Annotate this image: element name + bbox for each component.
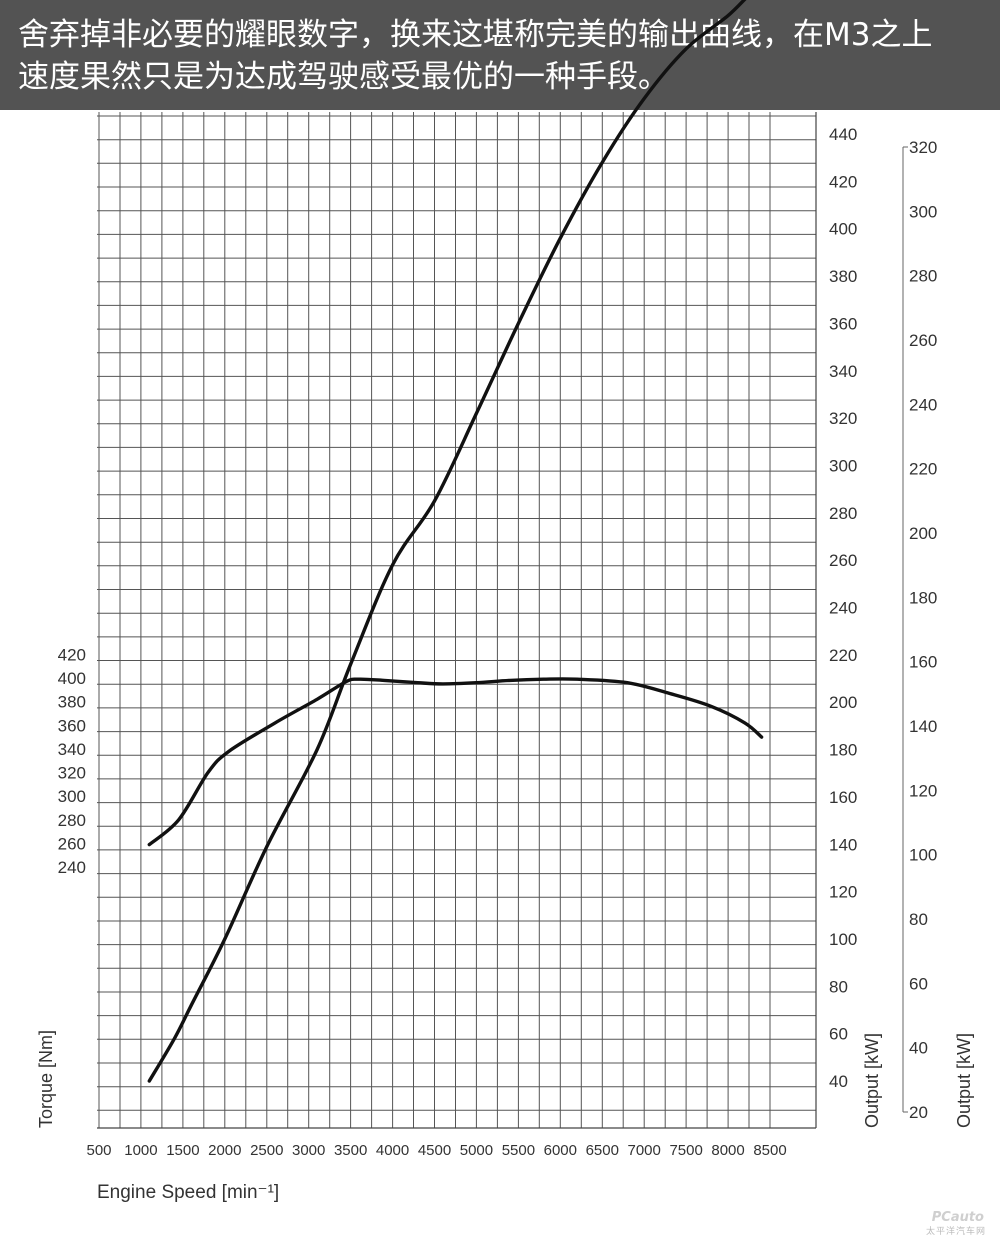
torque-tick-label: 300 — [58, 787, 86, 806]
power-a-tick-label: 380 — [829, 267, 857, 286]
power-a-tick-label: 120 — [829, 883, 857, 902]
torque-tick-label: 380 — [58, 693, 86, 712]
x-tick-label: 8500 — [753, 1142, 786, 1159]
x-tick-label: 8000 — [711, 1142, 744, 1159]
power-a-tick-label: 140 — [829, 835, 857, 854]
power-a-tick-label: 160 — [829, 788, 857, 807]
torque-curve — [147, 677, 764, 847]
x-tick-label: 2500 — [250, 1142, 283, 1159]
torque-tick-label: 420 — [58, 645, 86, 664]
power-a-tick-label: 320 — [829, 409, 857, 428]
power-b-tick-label: 300 — [909, 202, 937, 221]
axis-labels: 500 1000 1500 2000 2500 3000 3500 4000 4500 5000 5… — [36, 125, 974, 1203]
power-b-tick-label: 140 — [909, 717, 937, 736]
x-tick-label: 4500 — [418, 1142, 451, 1159]
x-tick-label: 3000 — [292, 1142, 325, 1159]
x-tick-label: 3500 — [334, 1142, 367, 1159]
power-b-tick-label: 100 — [909, 846, 937, 865]
power-a-tick-label: 100 — [829, 930, 857, 949]
power-b-tick-label: 220 — [909, 460, 937, 479]
torque-tick-label: 260 — [58, 834, 86, 853]
power-b-tick-label: 120 — [909, 781, 937, 800]
torque-tick-label: 240 — [58, 858, 86, 877]
watermark: PCauto 太平洋汽车网 — [876, 1207, 986, 1237]
power-a-tick-label: 180 — [829, 741, 857, 760]
power-b-tick-label: 320 — [909, 138, 937, 157]
caption-line-1: 舍弃掉非必要的耀眼数字，换来这堪称完美的输出曲线，在M3之上 — [18, 17, 933, 53]
caption-line-2: 速度果然只是为达成驾驶感受最优的一种手段。 — [18, 59, 669, 95]
power-a-tick-label: 40 — [829, 1072, 848, 1091]
x-tick-label: 5500 — [502, 1142, 535, 1159]
torque-tick-label: 400 — [58, 669, 86, 688]
power-b-tick-label: 20 — [909, 1103, 928, 1122]
axes — [97, 112, 908, 1129]
pcauto-logo: PCauto — [932, 1210, 984, 1225]
torque-axis-title: Torque [Nm] — [36, 1030, 56, 1128]
power-b-tick-label: 260 — [909, 331, 937, 350]
logo-text: PCauto — [932, 1210, 984, 1225]
power-a-tick-label: 300 — [829, 456, 857, 475]
x-axis-title: Engine Speed [min⁻¹] — [97, 1182, 279, 1203]
power-b-tick-label: 240 — [909, 395, 937, 414]
power-a-tick-label: 420 — [829, 172, 857, 191]
x-tick-label: 7000 — [628, 1142, 661, 1159]
power-b-tick-label: 80 — [909, 910, 928, 929]
power-a-axis-title: Output [kW] — [862, 1033, 882, 1128]
x-tick-label: 5000 — [460, 1142, 493, 1159]
power-a-tick-label: 60 — [829, 1025, 848, 1044]
power-b-tick-label: 280 — [909, 267, 937, 286]
watermark-text: 太平洋汽车网 — [925, 1227, 986, 1237]
power-b-tick-label: 40 — [909, 1039, 928, 1058]
power-a-tick-label: 240 — [829, 599, 857, 618]
x-tick-label: 500 — [86, 1142, 111, 1159]
x-tick-label: 4000 — [376, 1142, 409, 1159]
power-b-tick-label: 60 — [909, 974, 928, 993]
torque-tick-label: 320 — [58, 764, 86, 783]
power-curve — [147, 0, 747, 1083]
power-a-tick-label: 360 — [829, 314, 857, 333]
x-tick-label: 6000 — [544, 1142, 577, 1159]
power-a-tick-label: 260 — [829, 551, 857, 570]
torque-tick-label: 280 — [58, 811, 86, 830]
torque-tick-label: 340 — [58, 740, 86, 759]
x-tick-label: 7500 — [669, 1142, 702, 1159]
power-a-tick-label: 340 — [829, 362, 857, 381]
power-b-tick-label: 180 — [909, 588, 937, 607]
x-tick-label: 1500 — [166, 1142, 199, 1159]
power-a-tick-label: 220 — [829, 646, 857, 665]
power-b-tick-label: 160 — [909, 653, 937, 672]
power-a-tick-label: 400 — [829, 220, 857, 239]
x-tick-label: 1000 — [124, 1142, 157, 1159]
torque-tick-label: 360 — [58, 716, 86, 735]
power-a-tick-label: 280 — [829, 504, 857, 523]
caption-banner: 舍弃掉非必要的耀眼数字，换来这堪称完美的输出曲线，在M3之上 速度果然只是为达成… — [0, 0, 1000, 110]
x-tick-label: 2000 — [208, 1142, 241, 1159]
grid — [97, 112, 816, 1128]
power-a-tick-label: 200 — [829, 693, 857, 712]
power-b-axis-title: Output [kW] — [954, 1033, 974, 1128]
power-a-tick-label: 80 — [829, 977, 848, 996]
power-b-tick-label: 200 — [909, 524, 937, 543]
curves — [147, 0, 764, 1083]
power-a-tick-label: 440 — [829, 125, 857, 144]
x-tick-label: 6500 — [586, 1142, 619, 1159]
